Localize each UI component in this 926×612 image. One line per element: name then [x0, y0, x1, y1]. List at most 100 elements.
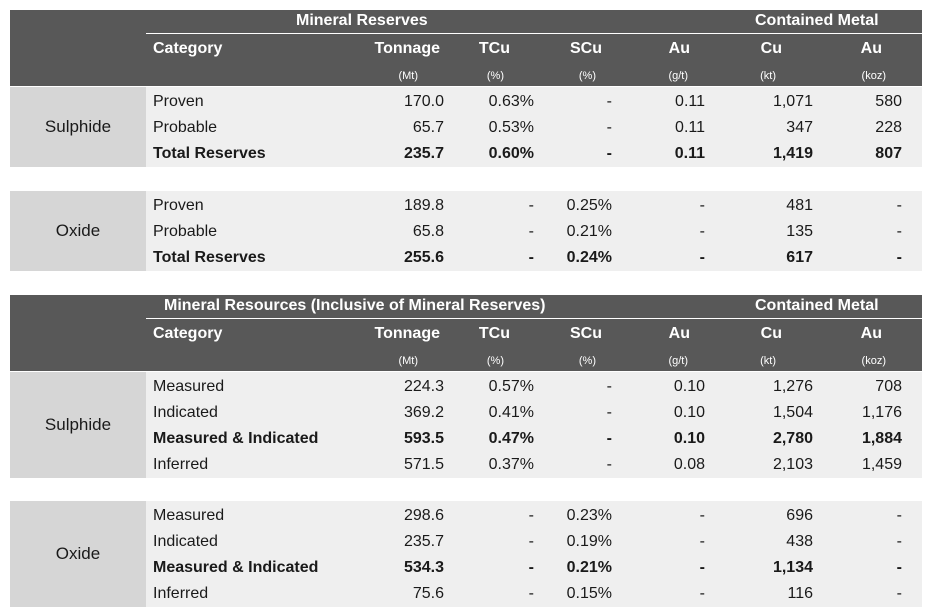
cell-au-contained: 1,176	[861, 404, 902, 421]
cell-tonnage: 170.0	[403, 93, 444, 110]
reserves-oxide-section: Oxide Proven 189.8 - 0.25% - 481 - Proba…	[10, 191, 922, 271]
cell-category: Measured & Indicated	[153, 559, 319, 576]
unit-cu-contained: (kt)	[760, 355, 776, 367]
cell-tonnage: 235.7	[403, 145, 444, 162]
cell-tcu: 0.63%	[488, 93, 534, 110]
header-divider	[146, 33, 922, 34]
cell-category: Total Reserves	[153, 145, 266, 162]
section-label: Oxide	[10, 501, 146, 607]
section-label: Sulphide	[10, 372, 146, 478]
cell-tonnage: 65.8	[412, 223, 444, 240]
cell-scu: -	[606, 404, 612, 421]
table-row: Indicated 369.2 0.41% - 0.10 1,504 1,176	[146, 400, 922, 426]
cell-tcu: -	[528, 585, 534, 602]
cell-au-contained: 708	[875, 378, 902, 395]
cell-tonnage: 534.3	[403, 559, 444, 576]
cell-au-contained: 1,884	[861, 430, 902, 447]
section-label: Oxide	[10, 191, 146, 271]
cell-au-contained: 580	[875, 93, 902, 110]
unit-tonnage: (Mt)	[398, 355, 418, 367]
cell-category: Proven	[153, 197, 204, 214]
col-tonnage: Tonnage	[374, 325, 440, 342]
section-label: Sulphide	[10, 87, 146, 167]
cell-tonnage: 189.8	[403, 197, 444, 214]
table-row: Inferred 75.6 - 0.15% - 116 -	[146, 581, 922, 607]
cell-tcu: 0.37%	[488, 456, 534, 473]
cell-au-contained: -	[896, 507, 902, 524]
cell-cu: 1,504	[772, 404, 813, 421]
table-row: Measured 298.6 - 0.23% - 696 -	[146, 503, 922, 529]
cell-au-contained: -	[896, 585, 902, 602]
cell-au-grade: 0.10	[673, 378, 705, 395]
cell-cu: 2,780	[772, 430, 813, 447]
table-row: Probable 65.7 0.53% - 0.11 347 228	[146, 115, 922, 141]
cell-cu: 481	[786, 197, 813, 214]
unit-tcu: (%)	[486, 70, 504, 82]
cell-au-contained: 228	[875, 119, 902, 136]
cell-au-grade: 0.11	[674, 145, 705, 162]
cell-tonnage: 224.3	[403, 378, 444, 395]
reserves-header: Mineral Reserves Contained Metal Categor…	[10, 10, 922, 86]
col-au-grade: Au	[668, 325, 690, 342]
table-row: Proven 170.0 0.63% - 0.11 1,071 580	[146, 89, 922, 115]
cell-scu: -	[606, 378, 612, 395]
cell-au-grade: 0.11	[675, 93, 705, 110]
unit-au-grade: (g/t)	[668, 70, 688, 82]
cell-scu: -	[606, 456, 612, 473]
unit-au-contained: (koz)	[861, 355, 886, 367]
cell-tcu: -	[528, 197, 534, 214]
cell-category: Measured	[153, 378, 225, 395]
reserves-contained-metal-title: Contained Metal	[755, 12, 879, 29]
cell-scu: 0.15%	[566, 585, 612, 602]
cell-tcu: 0.53%	[488, 119, 534, 136]
cell-au-grade: -	[699, 197, 705, 214]
col-category: Category	[153, 325, 223, 342]
cell-tcu: 0.57%	[488, 378, 534, 395]
cell-au-contained: -	[896, 533, 902, 550]
col-tcu: TCu	[478, 40, 510, 57]
cell-au-grade: 0.11	[675, 119, 705, 136]
cell-cu: 696	[786, 507, 813, 524]
cell-category: Measured & Indicated	[153, 430, 319, 447]
cell-cu: 1,071	[772, 93, 813, 110]
cell-au-contained: 1,459	[861, 456, 902, 473]
cell-category: Proven	[153, 93, 204, 110]
cell-tcu: -	[528, 507, 534, 524]
table-row: Proven 189.8 - 0.25% - 481 -	[146, 193, 922, 219]
cell-au-grade: -	[699, 533, 705, 550]
col-scu: SCu	[570, 325, 602, 342]
cell-scu: 0.23%	[566, 507, 612, 524]
cell-cu: 2,103	[772, 456, 813, 473]
cell-tonnage: 235.7	[403, 533, 444, 550]
col-au-contained: Au	[860, 325, 882, 342]
cell-scu: 0.21%	[566, 559, 612, 576]
resources-contained-metal-title: Contained Metal	[755, 297, 879, 314]
cell-tonnage: 593.5	[403, 430, 444, 447]
table-row: Measured 224.3 0.57% - 0.10 1,276 708	[146, 374, 922, 400]
cell-cu: 1,134	[772, 559, 813, 576]
unit-au-contained: (koz)	[861, 70, 886, 82]
cell-tonnage: 75.6	[412, 585, 444, 602]
cell-category: Indicated	[153, 404, 218, 421]
cell-category: Probable	[153, 119, 218, 136]
cell-au-grade: -	[699, 559, 705, 576]
cell-au-contained: -	[896, 249, 902, 266]
subtotal-row: Measured & Indicated 534.3 - 0.21% - 1,1…	[146, 555, 922, 581]
resources-oxide-section: Oxide Measured 298.6 - 0.23% - 696 - Ind…	[10, 501, 922, 607]
cell-category: Total Reserves	[153, 249, 266, 266]
resources-sulphide-section: Sulphide Measured 224.3 0.57% - 0.10 1,2…	[10, 372, 922, 478]
cell-cu: 438	[786, 533, 813, 550]
cell-tcu: 0.60%	[488, 145, 534, 162]
cell-scu: -	[606, 145, 612, 162]
unit-tonnage: (Mt)	[398, 70, 418, 82]
unit-au-grade: (g/t)	[668, 355, 688, 367]
cell-au-contained: 807	[875, 145, 902, 162]
cell-tonnage: 255.6	[403, 249, 444, 266]
cell-au-contained: -	[896, 223, 902, 240]
total-row: Total Reserves 235.7 0.60% - 0.11 1,419 …	[146, 141, 922, 167]
cell-category: Indicated	[153, 533, 218, 550]
cell-cu: 1,419	[772, 145, 813, 162]
cell-au-contained: -	[896, 559, 902, 576]
cell-tcu: -	[528, 533, 534, 550]
cell-tcu: 0.47%	[488, 430, 534, 447]
